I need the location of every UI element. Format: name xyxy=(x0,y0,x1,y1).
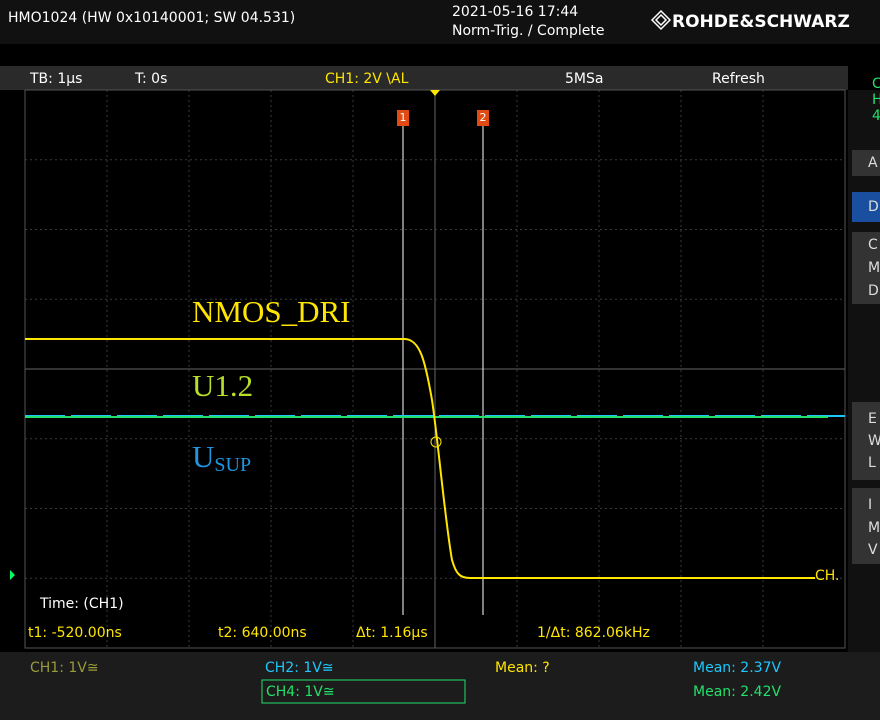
channel-setting: CH1: 1V≅ xyxy=(30,660,99,676)
side-button-label[interactable]: D xyxy=(868,199,879,215)
top-bar xyxy=(0,0,880,44)
side-button-label[interactable]: E xyxy=(868,411,877,427)
side-button[interactable] xyxy=(852,192,880,222)
trace-ch1 xyxy=(25,338,815,579)
trigger-status: Norm-Trig. / Complete xyxy=(452,23,605,39)
measure-title: Time: (CH1) xyxy=(39,596,124,612)
trigger-time: T: 0s xyxy=(134,71,167,87)
side-button-label[interactable]: L xyxy=(868,455,876,471)
measure-value: 1/Δt: 862.06kHz xyxy=(537,625,650,641)
measure-value: Δt: 1.16µs xyxy=(356,625,428,641)
channel-setting[interactable]: CH4: 1V≅ xyxy=(266,684,335,700)
cursor-tag xyxy=(477,110,489,126)
mean-value: Mean: 2.42V xyxy=(693,684,781,700)
trigger-marker xyxy=(430,90,440,96)
sample-rate: 5MSa xyxy=(565,71,603,87)
trigger-setting: CH1: 2V \AL xyxy=(325,71,409,87)
cursor-tag xyxy=(397,110,409,126)
side-label: 4 xyxy=(872,108,880,124)
side-button-label[interactable]: M xyxy=(868,260,880,276)
side-button-label[interactable]: D xyxy=(868,283,879,299)
grid xyxy=(25,90,845,648)
trace-label: USUP xyxy=(192,439,251,475)
channel-box[interactable] xyxy=(261,679,466,704)
settings-bar xyxy=(0,66,848,90)
mean-value: Mean: ? xyxy=(495,660,550,676)
timebase: TB: 1µs xyxy=(29,71,82,87)
ch-marker xyxy=(10,570,15,580)
cursor-label: 1 xyxy=(400,111,407,124)
measure-value: t2: 640.00ns xyxy=(218,625,307,641)
trace-label: U1.2 xyxy=(192,368,253,403)
cursor-label: 2 xyxy=(480,111,487,124)
acq-mode: Refresh xyxy=(712,71,765,87)
logo-icon xyxy=(650,9,672,31)
side-button[interactable] xyxy=(852,150,880,176)
side-button[interactable] xyxy=(852,232,880,304)
side-button-label[interactable]: M xyxy=(868,520,880,536)
mean-value: Mean: 2.37V xyxy=(693,660,781,676)
device-info: HMO1024 (HW 0x10140001; SW 04.531) xyxy=(8,10,295,26)
side-label: C xyxy=(872,76,880,92)
datetime: 2021-05-16 17:44 xyxy=(452,4,578,20)
measure-value: t1: -520.00ns xyxy=(28,625,122,641)
footer-bar xyxy=(0,652,880,720)
side-button[interactable] xyxy=(852,488,880,564)
side-button-label[interactable]: W xyxy=(868,433,880,449)
trace-label: NMOS_DRI xyxy=(192,294,350,329)
side-button[interactable] xyxy=(852,402,880,480)
trigger-point xyxy=(430,436,442,448)
side-button-label[interactable]: C xyxy=(868,237,878,253)
side-label: H xyxy=(872,92,880,108)
side-button-label[interactable]: A xyxy=(868,155,878,171)
ch-end-label: CH. xyxy=(815,568,840,584)
side-button-label[interactable]: I xyxy=(868,497,872,513)
logo: ROHDE&SCHWARZ xyxy=(672,12,850,32)
side-button-label[interactable]: V xyxy=(868,542,878,558)
channel-setting: CH2: 1V≅ xyxy=(265,660,334,676)
